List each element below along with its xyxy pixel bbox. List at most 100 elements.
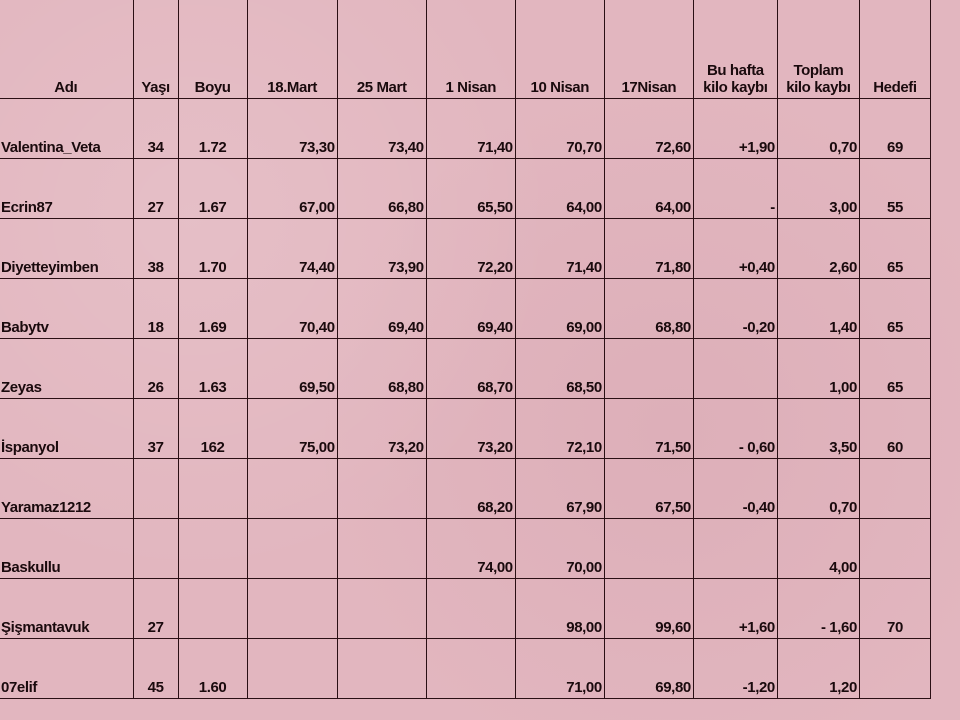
cell-mar-25 xyxy=(336,638,427,699)
cell-height xyxy=(177,458,248,519)
header-row: Adı Yaşı Boyu 18.Mart 25 Mart 1 Nisan 10 Nisan… xyxy=(0,0,932,99)
cell-age: 27 xyxy=(132,578,179,639)
header-line: kilo kaybı xyxy=(786,79,851,96)
header-line: kilo kaybı xyxy=(703,79,768,96)
cell-height: 1.60 xyxy=(177,638,248,699)
header-mar-25: 25 Mart xyxy=(336,0,427,99)
cell-mar-18 xyxy=(246,638,338,699)
header-target: Hedefi xyxy=(858,0,932,99)
cell-apr-10: 72,10 xyxy=(514,398,605,459)
cell-name: Ecrin87 xyxy=(0,158,134,219)
cell-apr-1: 69,40 xyxy=(425,278,516,339)
cell-apr-10: 68,50 xyxy=(514,338,605,399)
cell-mar-25: 73,20 xyxy=(336,398,427,459)
cell-total-loss: - 1,60 xyxy=(776,578,860,639)
cell-target: 70 xyxy=(858,578,932,639)
cell-apr-17 xyxy=(603,518,694,579)
cell-target: 55 xyxy=(858,158,932,219)
cell-week-loss: +1,90 xyxy=(692,98,778,159)
cell-height xyxy=(177,578,248,639)
cell-apr-17: 69,80 xyxy=(603,638,694,699)
cell-apr-10: 64,00 xyxy=(514,158,605,219)
cell-week-loss xyxy=(692,338,778,399)
cell-total-loss: 1,00 xyxy=(776,338,860,399)
cell-apr-17: 99,60 xyxy=(603,578,694,639)
cell-mar-18: 74,40 xyxy=(246,218,338,279)
table-row: Yaramaz1212 68,20 67,90 67,50 -0,40 0,70 xyxy=(0,458,932,519)
cell-mar-18 xyxy=(246,578,338,639)
cell-target: 65 xyxy=(858,218,932,279)
cell-apr-1: 71,40 xyxy=(425,98,516,159)
cell-week-loss: +1,60 xyxy=(692,578,778,639)
cell-total-loss: 1,40 xyxy=(776,278,860,339)
cell-total-loss: 1,20 xyxy=(776,638,860,699)
cell-target: 65 xyxy=(858,338,932,399)
cell-name: Diyetteyimben xyxy=(0,218,134,279)
cell-apr-10: 71,00 xyxy=(514,638,605,699)
cell-week-loss: - 0,60 xyxy=(692,398,778,459)
cell-mar-25 xyxy=(336,518,427,579)
cell-height: 1.67 xyxy=(177,158,248,219)
cell-age: 45 xyxy=(132,638,179,699)
cell-total-loss: 3,00 xyxy=(776,158,860,219)
table-row: İspanyol 37 162 75,00 73,20 73,20 72,10 71,50- … xyxy=(0,398,932,459)
cell-week-loss xyxy=(692,518,778,579)
cell-mar-25: 73,90 xyxy=(336,218,427,279)
cell-age: 34 xyxy=(132,98,179,159)
cell-apr-10: 70,70 xyxy=(514,98,605,159)
cell-apr-1 xyxy=(425,638,516,699)
header-mar-18: 18.Mart xyxy=(246,0,338,99)
header-age: Yaşı xyxy=(132,0,179,99)
cell-week-loss: -1,20 xyxy=(692,638,778,699)
cell-apr-1: 72,20 xyxy=(425,218,516,279)
table-row: Ecrin87 27 1.67 67,00 66,80 65,50 64,00 64,00-3… xyxy=(0,158,932,219)
cell-apr-1: 65,50 xyxy=(425,158,516,219)
cell-height: 1.69 xyxy=(177,278,248,339)
cell-target xyxy=(858,638,932,699)
header-week-loss: Bu hafta kilo kaybı xyxy=(692,0,778,99)
cell-name: Valentina_Veta xyxy=(0,98,134,159)
cell-mar-25: 66,80 xyxy=(336,158,427,219)
cell-apr-10: 70,00 xyxy=(514,518,605,579)
cell-week-loss: -0,40 xyxy=(692,458,778,519)
cell-total-loss: 0,70 xyxy=(776,98,860,159)
cell-apr-1: 68,20 xyxy=(425,458,516,519)
cell-height: 1.70 xyxy=(177,218,248,279)
header-name: Adı xyxy=(0,0,134,99)
table-row: Valentina_Veta 34 1.72 73,30 73,40 71,40 70,70… xyxy=(0,98,932,159)
cell-target: 69 xyxy=(858,98,932,159)
cell-total-loss: 0,70 xyxy=(776,458,860,519)
cell-mar-25 xyxy=(336,458,427,519)
cell-target: 60 xyxy=(858,398,932,459)
table-row: Baskullu 74,00 70,00 4,00 xyxy=(0,518,932,579)
cell-name: İspanyol xyxy=(0,398,134,459)
cell-target: 65 xyxy=(858,278,932,339)
header-line: Bu hafta xyxy=(706,62,764,79)
cell-total-loss: 4,00 xyxy=(776,518,860,579)
header-line: Toplam xyxy=(793,62,844,79)
cell-apr-17: 72,60 xyxy=(603,98,694,159)
cell-mar-25: 68,80 xyxy=(336,338,427,399)
cell-mar-18: 69,50 xyxy=(246,338,338,399)
cell-apr-10: 98,00 xyxy=(514,578,605,639)
cell-apr-17: 68,80 xyxy=(603,278,694,339)
cell-total-loss: 2,60 xyxy=(776,218,860,279)
cell-apr-17: 64,00 xyxy=(603,158,694,219)
cell-name: Zeyas xyxy=(0,338,134,399)
cell-mar-18 xyxy=(246,458,338,519)
header-height: Boyu xyxy=(177,0,248,99)
cell-mar-25: 69,40 xyxy=(336,278,427,339)
cell-height: 1.72 xyxy=(177,98,248,159)
cell-height: 1.63 xyxy=(177,338,248,399)
cell-apr-1: 73,20 xyxy=(425,398,516,459)
header-apr-17: 17Nisan xyxy=(603,0,694,99)
cell-name: Baskullu xyxy=(0,518,134,579)
cell-height xyxy=(177,518,248,579)
table-row: Şişmantavuk 27 98,00 99,60 +1,60- 1,60 70 xyxy=(0,578,932,639)
cell-mar-25: 73,40 xyxy=(336,98,427,159)
header-apr-10: 10 Nisan xyxy=(514,0,605,99)
cell-apr-10: 71,40 xyxy=(514,218,605,279)
cell-age xyxy=(132,518,179,579)
cell-age: 26 xyxy=(132,338,179,399)
cell-apr-17: 71,50 xyxy=(603,398,694,459)
